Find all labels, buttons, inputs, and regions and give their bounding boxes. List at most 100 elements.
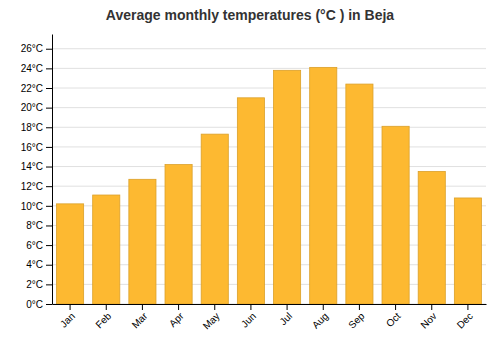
y-tick: 4°C [26,259,52,270]
bar [454,198,481,304]
x-tick-mark [323,304,324,310]
x-tick: Jun [239,304,258,330]
x-tick-mark [214,304,215,310]
y-tick-mark [46,147,52,148]
y-tick: 0°C [26,299,52,310]
chart-svg: Jan Feb Mar Apr May Jun Jul Aug Sep Oct Nov Dec 0°C 2… [0,0,500,350]
y-tick: 24°C [21,63,52,74]
x-tick-label: Nov [418,310,438,330]
y-tick: 22°C [21,83,52,94]
x-tick-mark [359,304,360,310]
y-tick-label: 10°C [21,201,43,212]
y-tick: 26°C [21,43,52,54]
x-tick: Jan [58,304,77,330]
y-tick: 6°C [26,240,52,251]
y-tick-mark [46,108,52,109]
y-tick-mark [46,49,52,50]
x-axis: Jan Feb Mar Apr May Jun Jul Aug Sep Oct Nov Dec [53,304,487,332]
x-tick: Oct [384,304,403,329]
x-tick-mark [431,304,432,310]
y-tick-mark [46,88,52,89]
x-tick-mark [395,304,396,310]
y-tick-label: 22°C [21,83,43,94]
chart-title: Average monthly temperatures (°C ) in Be… [106,7,394,23]
x-tick-label: May [201,310,222,331]
x-tick-label: Feb [93,310,113,330]
y-tick-mark [46,265,52,266]
y-tick-label: 6°C [26,240,43,251]
y-tick-label: 8°C [26,220,43,231]
bar [165,165,192,304]
y-tick-label: 14°C [21,161,43,172]
y-tick: 18°C [21,122,52,133]
y-tick-mark [46,206,52,207]
grid-line [52,107,486,108]
x-tick-mark [287,304,288,310]
y-tick-label: 12°C [21,181,43,192]
y-tick-mark [46,245,52,246]
y-tick: 2°C [26,279,52,290]
x-tick-mark [142,304,143,310]
x-tick: Feb [93,304,113,330]
grid-line [52,48,486,49]
x-tick-mark [178,304,179,310]
y-tick: 8°C [26,220,52,231]
y-tick-label: 26°C [21,43,43,54]
x-tick: May [201,304,222,332]
x-tick-label: Jan [58,310,77,329]
y-tick-mark [46,127,52,128]
bar [201,134,228,304]
y-axis-line [52,35,53,305]
y-tick: 20°C [21,102,52,113]
grid-line [52,88,486,89]
x-tick-label: Jun [239,310,258,329]
x-tick-label: Oct [384,310,403,329]
x-tick-label: Dec [455,310,475,330]
y-tick-label: 20°C [21,102,43,113]
x-tick: Mar [130,304,150,330]
bar [418,171,445,304]
bar [57,204,84,304]
y-tick-label: 18°C [21,122,43,133]
x-tick-mark [467,304,468,310]
grid-line [52,68,486,69]
bar [237,98,264,304]
bar [274,70,301,304]
y-tick: 12°C [21,181,52,192]
y-tick-mark [46,186,52,187]
bar [346,84,373,304]
x-tick: Sep [346,304,367,331]
y-axis: 0°C 2°C 4°C 6°C 8°C 10°C 12°C 14°C 16°C 18°C 20°C 2… [21,35,53,310]
x-tick-label: Apr [167,310,186,329]
y-tick-mark [46,68,52,69]
y-tick: 16°C [21,142,52,153]
x-tick: Nov [418,304,438,331]
grid-line [52,127,486,128]
x-tick-mark [70,304,71,310]
y-tick-mark [46,225,52,226]
x-tick: Jul [277,304,294,327]
y-tick-label: 0°C [26,299,43,310]
y-tick: 10°C [21,201,52,212]
y-tick-mark [46,304,52,305]
grid [52,49,486,304]
y-tick-mark [46,167,52,168]
bars [57,67,482,304]
y-tick-label: 4°C [26,259,43,270]
y-tick-mark [46,284,52,285]
x-tick-label: Aug [310,310,330,330]
bar [129,179,156,304]
x-axis-line [53,304,487,305]
plot-area: Jan Feb Mar Apr May Jun Jul Aug Sep Oct Nov Dec 0°C 2… [21,35,487,332]
chart-container: Jan Feb Mar Apr May Jun Jul Aug Sep Oct Nov Dec 0°C 2… [0,0,500,350]
x-tick-mark [250,304,251,310]
y-tick: 14°C [21,161,52,172]
x-tick-label: Mar [130,310,150,330]
bar [310,67,337,304]
grid-line [52,166,486,167]
grid-line [52,146,486,147]
x-tick-label: Jul [277,310,294,327]
y-tick-label: 2°C [26,279,43,290]
x-tick: Aug [310,304,330,331]
x-tick-label: Sep [346,310,367,331]
